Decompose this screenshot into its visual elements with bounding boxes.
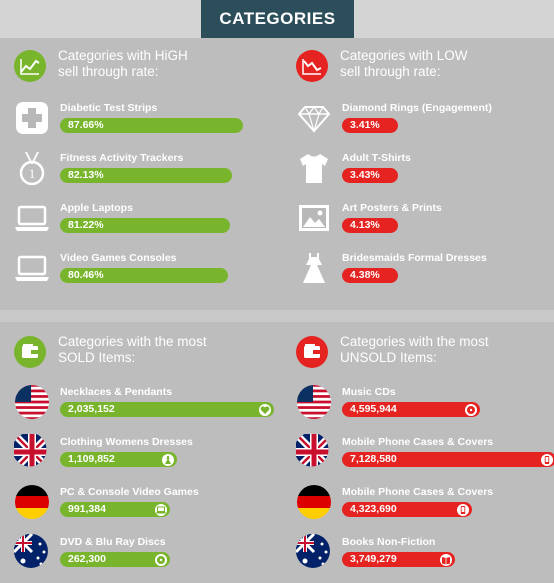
bar: 3,749,279	[342, 552, 455, 567]
bar-value-label: 991,384	[68, 503, 106, 515]
bar: 4,595,944	[342, 402, 480, 417]
bar-category-label: Apple Laptops	[60, 202, 133, 214]
section-title: Categories with HiGH sell through rate:	[58, 48, 188, 79]
bar-row: DVD & Blu Ray Discs 262,300	[14, 534, 290, 578]
bar-category-label: Mobile Phone Cases & Covers	[342, 436, 494, 448]
disc-icon	[465, 403, 477, 416]
section-title: Categories with the most SOLD Items:	[58, 334, 207, 365]
trend-down-icon	[296, 50, 328, 82]
bar: 87.66%	[60, 118, 243, 133]
wallet-icon	[14, 336, 46, 368]
bar-category-label: Fitness Activity Trackers	[60, 152, 184, 164]
bar-row: Necklaces & Pendants 2,035,152	[14, 384, 290, 428]
bar-value-label: 4.38%	[350, 269, 380, 281]
bar-row: Art Posters & Prints 4.13%	[296, 200, 554, 244]
bar-row: Bridesmaids Formal Dresses 4.38%	[296, 250, 554, 294]
laptop-icon	[155, 503, 167, 516]
medal-icon: 1	[14, 150, 50, 186]
bar-row: 1 Fitness Activity Trackers 82.13%	[14, 150, 290, 194]
bar: 2,035,152	[60, 402, 274, 417]
bar-row: PC & Console Video Games 991,384	[14, 484, 290, 528]
bar-category-label: DVD & Blu Ray Discs	[60, 536, 166, 548]
svg-text:1: 1	[29, 166, 36, 181]
bar-value-label: 3.41%	[350, 119, 380, 131]
bar-category-label: Adult T-Shirts	[342, 152, 411, 164]
australia-flag-icon	[296, 534, 332, 570]
diamond-icon	[296, 100, 332, 136]
bar-value-label: 87.66%	[68, 119, 104, 131]
bar-row: Adult T-Shirts 3.43%	[296, 150, 554, 194]
dress-icon	[162, 453, 174, 466]
bar-category-label: Books Non-Fiction	[342, 536, 436, 548]
header-bar: CATEGORIES	[0, 0, 554, 38]
bar-value-label: 4,595,944	[350, 403, 397, 415]
bar: 262,300	[60, 552, 170, 567]
bar-row: Video Games Consoles 80.46%	[14, 250, 290, 294]
australia-flag-icon	[14, 534, 50, 570]
bar-category-label: Necklaces & Pendants	[60, 386, 173, 398]
bar-category-label: Clothing Womens Dresses	[60, 436, 193, 448]
bar-value-label: 4,323,690	[350, 503, 397, 515]
bar: 991,384	[60, 502, 170, 517]
laptop-icon	[14, 200, 50, 236]
bar: 81.22%	[60, 218, 230, 233]
bar-value-label: 1,109,852	[68, 453, 115, 465]
bar-value-label: 3.43%	[350, 169, 380, 181]
bar-row: Diabetic Test Strips 87.66%	[14, 100, 290, 144]
section-title: Categories with the most UNSOLD Items:	[340, 334, 489, 365]
bar-category-label: Video Games Consoles	[60, 252, 177, 264]
bar-row: Mobile Phone Cases & Covers 4,323,690	[296, 484, 554, 528]
bar-category-label: Bridesmaids Formal Dresses	[342, 252, 487, 264]
bar-value-label: 3,749,279	[350, 553, 397, 565]
phone-icon	[457, 503, 469, 516]
uk-flag-icon	[14, 434, 50, 470]
bar-value-label: 4.13%	[350, 219, 380, 231]
bar: 3.41%	[342, 118, 398, 133]
germany-flag-icon	[14, 484, 50, 520]
bar: 3.43%	[342, 168, 398, 183]
bar-category-label: Diamond Rings (Engagement)	[342, 102, 492, 114]
bar: 4.13%	[342, 218, 398, 233]
usa-flag-icon	[14, 384, 50, 420]
page-title: CATEGORIES	[201, 0, 354, 38]
bar-value-label: 2,035,152	[68, 403, 115, 415]
laptop-icon	[14, 250, 50, 286]
book-icon	[440, 553, 452, 566]
uk-flag-icon	[296, 434, 332, 470]
disc-icon	[155, 553, 167, 566]
bar: 4,323,690	[342, 502, 472, 517]
bar: 80.46%	[60, 268, 228, 283]
heart-icon	[259, 403, 271, 416]
bar-category-label: Music CDs	[342, 386, 396, 398]
section-title: Categories with LOW sell through rate:	[340, 48, 468, 79]
bar-category-label: Mobile Phone Cases & Covers	[342, 486, 494, 498]
bar-category-label: Art Posters & Prints	[342, 202, 442, 214]
bar-row: Apple Laptops 81.22%	[14, 200, 290, 244]
bar-value-label: 82.13%	[68, 169, 104, 181]
bar: 7,128,580	[342, 452, 554, 467]
bar-value-label: 81.22%	[68, 219, 104, 231]
phone-icon	[541, 453, 553, 466]
wallet-icon	[296, 336, 328, 368]
bar-category-label: Diabetic Test Strips	[60, 102, 158, 114]
bar-value-label: 80.46%	[68, 269, 104, 281]
bar-row: Music CDs 4,595,944	[296, 384, 554, 428]
bar-category-label: PC & Console Video Games	[60, 486, 199, 498]
bar: 4.38%	[342, 268, 398, 283]
trend-up-icon	[14, 50, 46, 82]
dress-icon	[296, 250, 332, 286]
bar-row: Mobile Phone Cases & Covers 7,128,580	[296, 434, 554, 478]
bar-value-label: 262,300	[68, 553, 106, 565]
bar: 1,109,852	[60, 452, 177, 467]
picture-icon	[296, 200, 332, 236]
bar-row: Clothing Womens Dresses 1,109,852	[14, 434, 290, 478]
bar-row: Books Non-Fiction 3,749,279	[296, 534, 554, 578]
usa-flag-icon	[296, 384, 332, 420]
bar-value-label: 7,128,580	[350, 453, 397, 465]
bar: 82.13%	[60, 168, 232, 183]
bar-row: Diamond Rings (Engagement) 3.41%	[296, 100, 554, 144]
medical-cross-icon	[14, 100, 50, 136]
tshirt-icon	[296, 150, 332, 186]
germany-flag-icon	[296, 484, 332, 520]
